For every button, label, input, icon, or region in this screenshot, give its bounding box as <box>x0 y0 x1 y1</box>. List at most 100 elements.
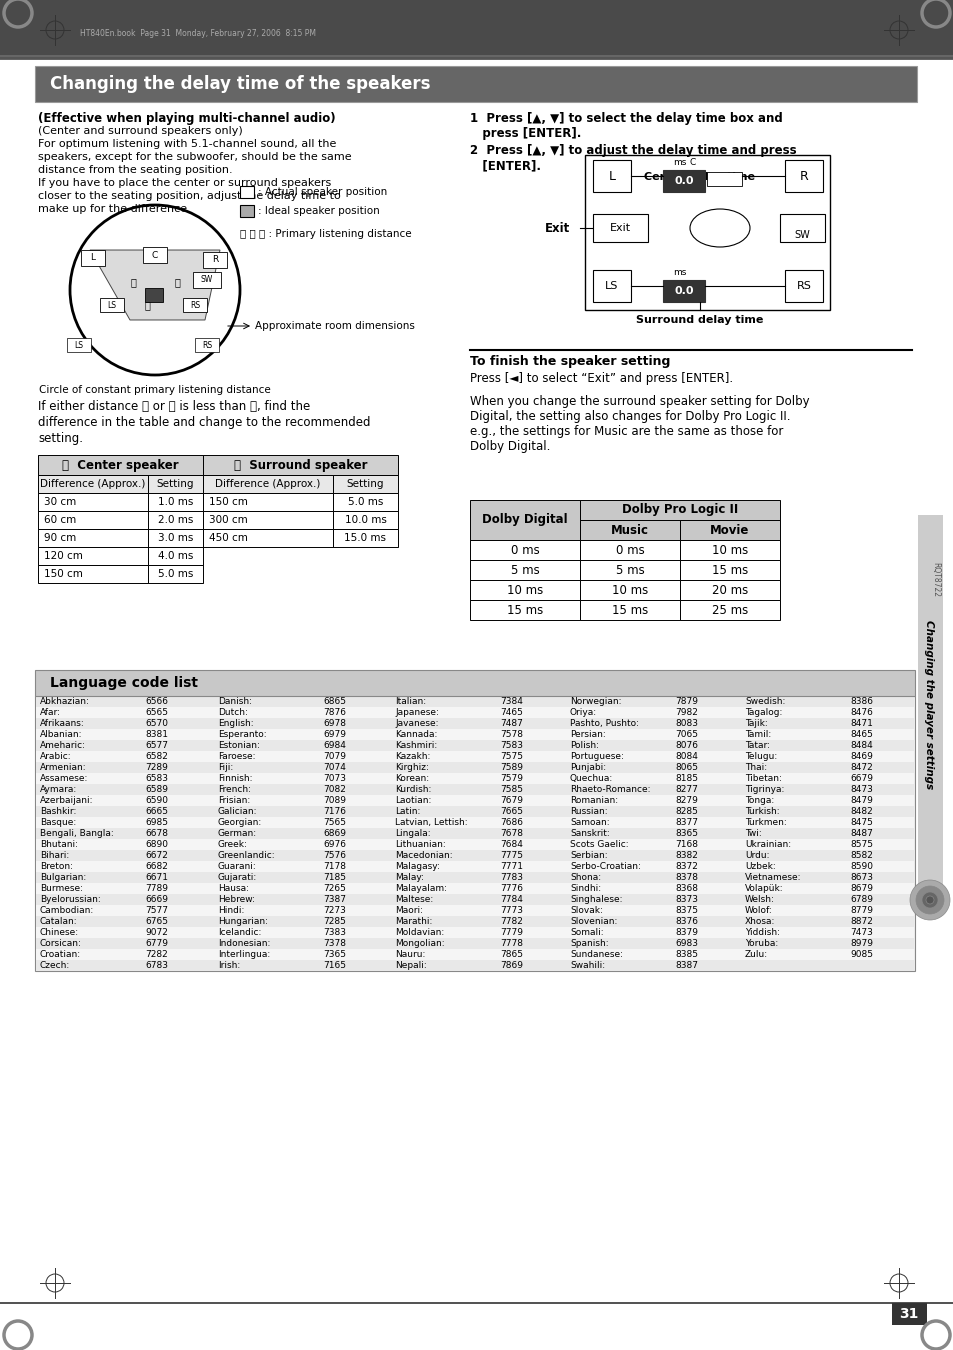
Bar <box>38 529 148 547</box>
Text: If either distance Ⓐ or Ⓑ is less than Ⓒ, find the: If either distance Ⓐ or Ⓑ is less than Ⓒ… <box>38 400 310 413</box>
Text: Moldavian:: Moldavian: <box>395 927 444 937</box>
Text: 3.0 ms: 3.0 ms <box>157 533 193 543</box>
Text: Press [◄] to select “Exit” and press [ENTER].: Press [◄] to select “Exit” and press [EN… <box>470 373 732 385</box>
Bar <box>203 252 227 269</box>
Text: Kannada:: Kannada: <box>395 730 436 738</box>
Text: 6978: 6978 <box>323 720 346 728</box>
Text: 6679: 6679 <box>849 774 872 783</box>
Text: Ⓑ: Ⓑ <box>144 300 150 310</box>
Text: 7176: 7176 <box>323 807 346 815</box>
Text: 7265: 7265 <box>323 884 346 892</box>
Text: Catalan:: Catalan: <box>40 917 77 926</box>
Text: Ⓐ Ⓑ Ⓒ : Primary listening distance: Ⓐ Ⓑ Ⓒ : Primary listening distance <box>240 230 411 239</box>
Bar <box>148 512 203 529</box>
Text: Somali:: Somali: <box>569 927 603 937</box>
Text: 5.0 ms: 5.0 ms <box>157 568 193 579</box>
Text: Latvian, Lettish:: Latvian, Lettish: <box>395 818 467 828</box>
Text: distance from the seating position.: distance from the seating position. <box>38 165 233 176</box>
Bar <box>584 155 829 310</box>
Text: 6583: 6583 <box>145 774 168 783</box>
Bar <box>194 338 219 352</box>
Text: Ameharic:: Ameharic: <box>40 741 86 751</box>
Text: 8065: 8065 <box>675 763 698 772</box>
Text: 9072: 9072 <box>145 927 168 937</box>
Text: 8590: 8590 <box>849 863 872 871</box>
Text: 6570: 6570 <box>145 720 168 728</box>
Text: Difference (Approx.): Difference (Approx.) <box>215 479 320 489</box>
Text: Uzbek:: Uzbek: <box>744 863 775 871</box>
Text: (Center and surround speakers only): (Center and surround speakers only) <box>38 126 242 136</box>
Text: Nauru:: Nauru: <box>395 950 425 958</box>
Text: 8476: 8476 <box>849 707 872 717</box>
Text: Japanese:: Japanese: <box>395 707 438 717</box>
Text: Music: Music <box>610 524 648 536</box>
Text: Corsican:: Corsican: <box>40 940 82 948</box>
Text: difference in the table and change to the recommended: difference in the table and change to th… <box>38 416 370 429</box>
Text: 7178: 7178 <box>323 863 346 871</box>
Text: Hindi:: Hindi: <box>218 906 244 915</box>
Text: R: R <box>799 170 807 182</box>
Text: Finnish:: Finnish: <box>218 774 253 783</box>
Text: Sindhi:: Sindhi: <box>569 884 600 892</box>
Text: RQT8722: RQT8722 <box>930 563 940 598</box>
Text: 7771: 7771 <box>499 863 522 871</box>
Bar <box>36 761 913 774</box>
Bar <box>679 599 780 620</box>
Text: 1  Press [▲, ▼] to select the delay time box and
   press [ENTER].: 1 Press [▲, ▼] to select the delay time … <box>470 112 781 140</box>
Text: 6979: 6979 <box>323 730 346 738</box>
Bar <box>0 1301 953 1304</box>
Text: 8872: 8872 <box>849 917 872 926</box>
Text: Nepali:: Nepali: <box>395 961 426 971</box>
Text: Kurdish:: Kurdish: <box>395 784 431 794</box>
Text: 7168: 7168 <box>675 840 698 849</box>
Text: Korean:: Korean: <box>395 774 429 783</box>
Text: 7289: 7289 <box>145 763 168 772</box>
Text: 6590: 6590 <box>145 796 168 805</box>
Text: 8368: 8368 <box>675 884 698 892</box>
Text: 6865: 6865 <box>323 697 346 706</box>
Text: 150 cm: 150 cm <box>209 497 248 508</box>
Text: 7679: 7679 <box>499 796 522 805</box>
Text: Sundanese:: Sundanese: <box>569 950 622 958</box>
Text: 7273: 7273 <box>323 906 346 915</box>
Text: 8482: 8482 <box>849 807 872 815</box>
Bar <box>706 171 741 186</box>
Text: 7074: 7074 <box>323 763 346 772</box>
Text: 15.0 ms: 15.0 ms <box>344 533 386 543</box>
Bar <box>470 580 579 599</box>
Text: RS: RS <box>190 301 200 309</box>
Text: 6669: 6669 <box>145 895 168 905</box>
Bar <box>203 529 333 547</box>
Text: Zulu:: Zulu: <box>744 950 767 958</box>
Bar <box>0 55 953 59</box>
Bar <box>203 475 333 493</box>
Bar <box>36 707 913 718</box>
Text: Samoan:: Samoan: <box>569 818 609 828</box>
Text: Volapük:: Volapük: <box>744 884 782 892</box>
Bar <box>36 850 913 861</box>
Text: 7665: 7665 <box>499 807 522 815</box>
Text: 7876: 7876 <box>323 707 346 717</box>
Text: 10.0 ms: 10.0 ms <box>344 514 386 525</box>
Text: If you have to place the center or surround speakers: If you have to place the center or surro… <box>38 178 331 188</box>
Bar <box>784 161 822 192</box>
Bar <box>38 512 148 529</box>
Text: 7782: 7782 <box>499 917 522 926</box>
Bar <box>679 560 780 580</box>
Text: Twi:: Twi: <box>744 829 760 838</box>
Text: Serbian:: Serbian: <box>569 850 607 860</box>
Bar <box>579 520 679 540</box>
Text: 2  Press [▲, ▼] to adjust the delay time and press
   [ENTER].: 2 Press [▲, ▼] to adjust the delay time … <box>470 144 796 171</box>
Text: Setting: Setting <box>156 479 194 489</box>
Text: 8673: 8673 <box>849 873 872 882</box>
Text: 30 cm: 30 cm <box>44 497 76 508</box>
Text: Mongolian:: Mongolian: <box>395 940 444 948</box>
Text: 20 ms: 20 ms <box>711 583 747 597</box>
Text: Dolby Pro Logic II: Dolby Pro Logic II <box>621 504 738 517</box>
Text: 8279: 8279 <box>675 796 698 805</box>
Text: Changing the player settings: Changing the player settings <box>923 621 933 790</box>
Text: Persian:: Persian: <box>569 730 605 738</box>
Text: 7879: 7879 <box>675 697 698 706</box>
Bar <box>36 740 913 751</box>
Text: Abkhazian:: Abkhazian: <box>40 697 90 706</box>
